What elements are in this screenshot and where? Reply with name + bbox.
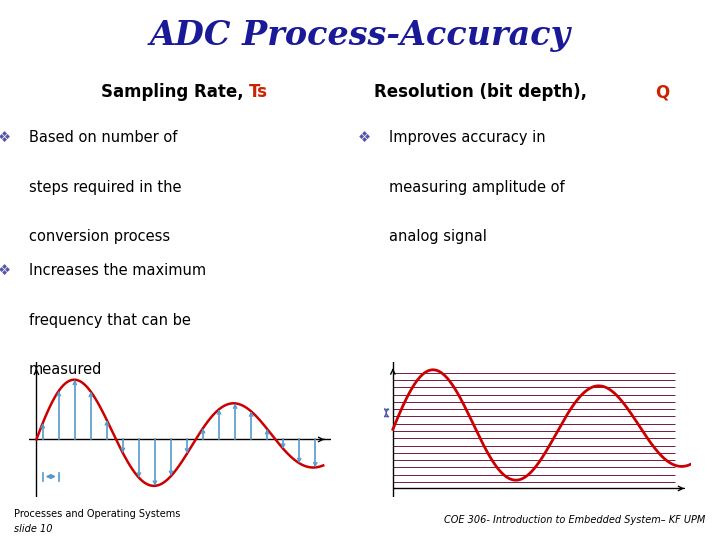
Text: Q: Q bbox=[655, 83, 670, 101]
Text: ❖: ❖ bbox=[0, 264, 11, 279]
Text: Ts: Ts bbox=[248, 83, 267, 101]
Text: Resolution (bit depth),: Resolution (bit depth), bbox=[374, 83, 593, 101]
Text: measured: measured bbox=[29, 362, 102, 377]
Text: COE 306- Introduction to Embedded System– KF UPM: COE 306- Introduction to Embedded System… bbox=[444, 515, 706, 525]
Text: ❖: ❖ bbox=[0, 130, 11, 145]
Text: Improves accuracy in: Improves accuracy in bbox=[389, 130, 546, 145]
Text: Increases the maximum: Increases the maximum bbox=[29, 264, 206, 279]
Text: Processes and Operating Systems: Processes and Operating Systems bbox=[14, 509, 181, 519]
Text: conversion process: conversion process bbox=[29, 229, 170, 244]
Text: ADC Process-Accuracy: ADC Process-Accuracy bbox=[150, 18, 570, 52]
Text: Sampling Rate,: Sampling Rate, bbox=[101, 83, 249, 101]
Text: slide 10: slide 10 bbox=[14, 524, 53, 534]
Text: measuring amplitude of: measuring amplitude of bbox=[389, 180, 564, 195]
Text: steps required in the: steps required in the bbox=[29, 180, 181, 195]
Text: frequency that can be: frequency that can be bbox=[29, 313, 191, 328]
Text: Based on number of: Based on number of bbox=[29, 130, 177, 145]
Text: analog signal: analog signal bbox=[389, 229, 487, 244]
Text: ❖: ❖ bbox=[358, 130, 371, 145]
